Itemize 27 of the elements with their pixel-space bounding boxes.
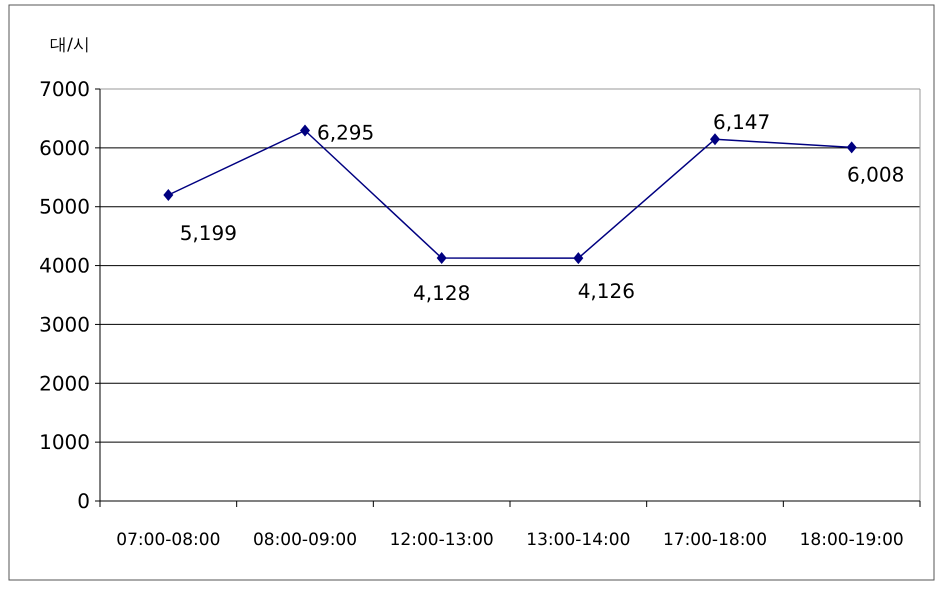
point bbox=[436, 252, 447, 264]
x-tick-label: 18:00-19:00 bbox=[800, 530, 904, 550]
point bbox=[573, 252, 584, 264]
data-label: 6,147 bbox=[713, 110, 770, 134]
data-label: 4,126 bbox=[578, 279, 635, 304]
x-tick-label: 08:00-09:00 bbox=[252, 530, 358, 550]
data-label: 5,199 bbox=[180, 221, 237, 245]
x-tick-label: 13:00-14:00 bbox=[526, 530, 630, 550]
y-tick-label: 7000 bbox=[39, 77, 90, 101]
y-tick-label: 3000 bbox=[39, 312, 90, 336]
y-axis-title: 대/시 bbox=[50, 35, 90, 55]
y-tick-label: 2000 bbox=[39, 371, 90, 396]
y-tick-label: 1000 bbox=[39, 430, 90, 454]
y-tick-label: 4000 bbox=[39, 254, 90, 278]
data-label: 4,128 bbox=[413, 281, 470, 306]
point bbox=[300, 124, 310, 136]
x-tick-label: 12:00-13:00 bbox=[390, 530, 494, 550]
point bbox=[163, 189, 174, 201]
x-tick-label: 17:00-18:00 bbox=[662, 530, 768, 550]
point bbox=[710, 133, 720, 146]
data-label: 6,008 bbox=[847, 162, 904, 186]
data-label: 6,295 bbox=[317, 120, 374, 144]
x-tick-label: 07:00-08:00 bbox=[116, 530, 220, 550]
y-tick-label: 5000 bbox=[39, 194, 90, 219]
y-tick-label: 6000 bbox=[39, 136, 90, 160]
point bbox=[846, 141, 857, 154]
y-tick-label: 0 bbox=[77, 489, 90, 513]
